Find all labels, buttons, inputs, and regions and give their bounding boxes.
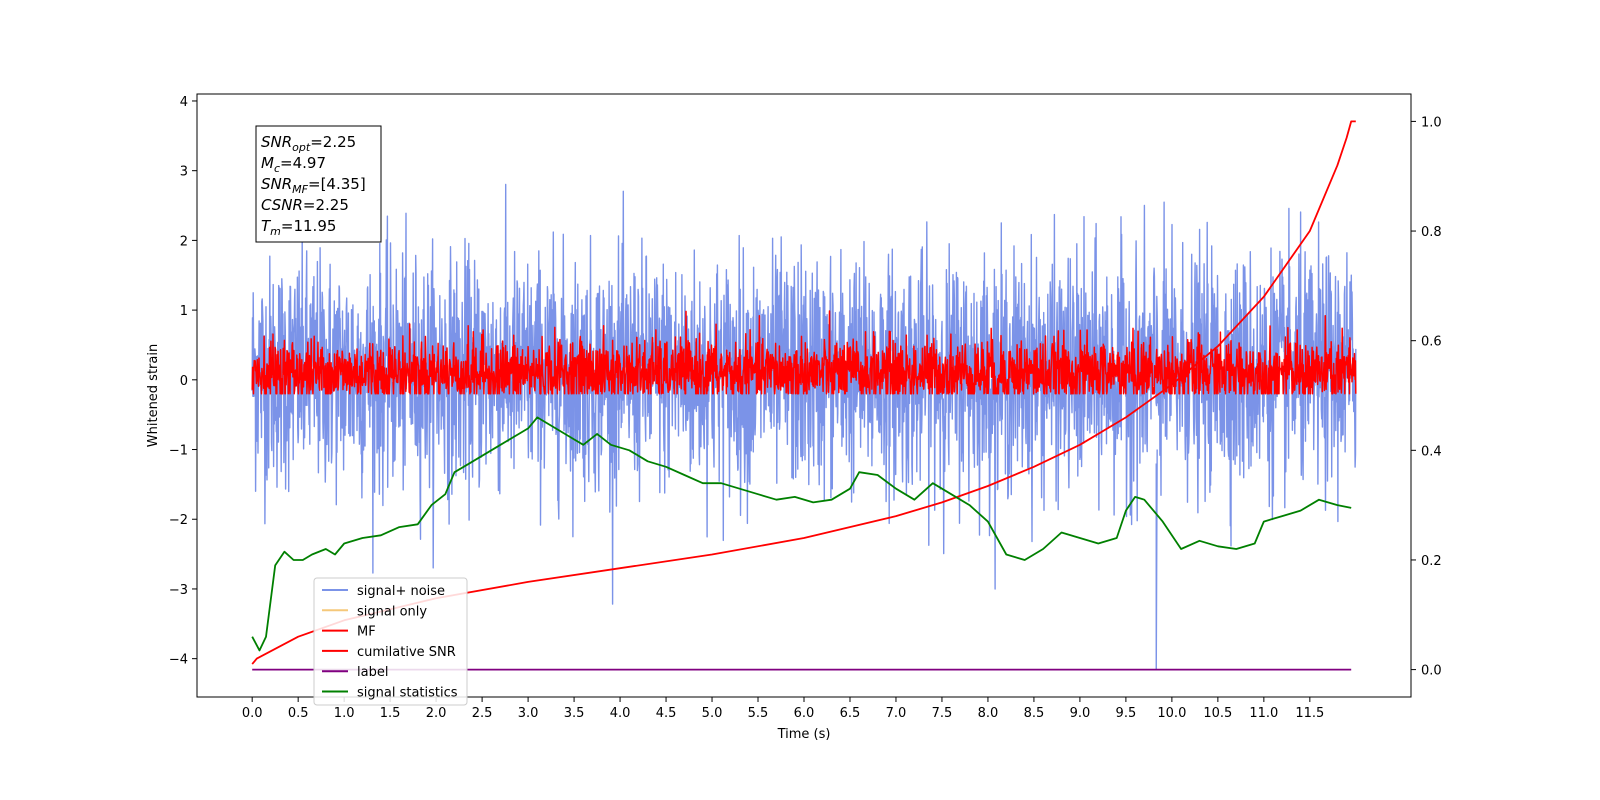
x-tick-label: 5.0 (702, 706, 723, 721)
x-tick-label: 9.5 (1116, 706, 1137, 721)
x-tick-label: 6.0 (794, 706, 815, 721)
series-signal-noise (251, 183, 1357, 605)
x-tick-label: 11.0 (1249, 706, 1278, 721)
x-tick-label: 0.0 (242, 706, 263, 721)
x-tick-label: 2.5 (472, 706, 493, 721)
y2-tick-label: 0.6 (1421, 335, 1442, 350)
stat-line: CSNR=2.25 (261, 196, 349, 214)
legend-label: MF (357, 625, 376, 640)
x-axis-title: Time (s) (777, 727, 831, 742)
x-tick-label: 4.5 (656, 706, 677, 721)
y-axis-left: 4 3 2 1 0 −1 −2 −3 −4 (169, 95, 197, 668)
x-tick-label: 7.5 (932, 706, 953, 721)
y2-tick-label: 0.8 (1421, 225, 1442, 240)
legend-frame (313, 577, 468, 706)
y2-tick-label: 0.4 (1421, 444, 1442, 459)
legend-label: label (357, 665, 388, 680)
y-axis-right: 1.0 0.8 0.6 0.4 0.2 0.0 (1411, 115, 1442, 679)
y-tick-label: 0 (180, 374, 188, 389)
y-tick-label: −1 (169, 444, 188, 459)
y-tick-label: 4 (180, 95, 188, 110)
x-tick-label: 3.0 (518, 706, 539, 721)
x-tick-label: 10.5 (1203, 706, 1232, 721)
y2-tick-label: 1.0 (1421, 115, 1442, 130)
x-tick-label: 8.5 (1024, 706, 1045, 721)
stats-box-frame (255, 125, 382, 243)
stat-line: Mc=4.97 (261, 154, 326, 175)
x-tick-label: 8.0 (978, 706, 999, 721)
y-tick-label: −3 (169, 583, 188, 598)
y-tick-label: 1 (180, 304, 188, 319)
legend-label: cumilative SNR (357, 645, 456, 660)
x-tick-label: 9.0 (1070, 706, 1091, 721)
stat-line: Tm=11.95 (261, 217, 336, 238)
y-axis-title: Whitened strain (146, 344, 161, 447)
y-tick-label: −2 (169, 513, 188, 528)
x-tick-label: 1.0 (334, 706, 355, 721)
x-tick-label: 1.5 (380, 706, 401, 721)
x-axis: 0.0 0.5 1.0 1.5 2.0 2.5 3.0 3.5 4.0 4.5 5.0 5.5 6.0 6… (242, 697, 1324, 721)
x-tick-label: 5.5 (748, 706, 769, 721)
x-tick-label: 2.0 (426, 706, 447, 721)
x-tick-label: 6.5 (840, 706, 861, 721)
x-tick-label: 3.5 (564, 706, 585, 721)
y2-tick-label: 0.2 (1421, 554, 1442, 569)
series-signal-statistics (251, 416, 1352, 652)
y-tick-label: 2 (180, 234, 188, 249)
x-tick-label: 0.5 (288, 706, 309, 721)
legend: signal+ noise signal only MF cumilative SNR… (313, 577, 468, 706)
stat-line: SNRMF=[4.35] (261, 175, 366, 196)
legend-label: signal statistics (357, 686, 458, 701)
series-signal-noise-spike (1155, 449, 1158, 670)
y-tick-label: 3 (180, 165, 188, 180)
legend-label: signal only (357, 604, 427, 619)
x-tick-label: 10.0 (1157, 706, 1186, 721)
y-tick-label: −4 (169, 653, 188, 668)
x-tick-label: 7.0 (886, 706, 907, 721)
x-tick-label: 4.0 (610, 706, 631, 721)
stat-line: SNRopt=2.25 (261, 133, 356, 154)
y2-tick-label: 0.0 (1421, 664, 1442, 679)
x-tick-label: 11.5 (1295, 706, 1324, 721)
legend-label: signal+ noise (357, 584, 445, 599)
